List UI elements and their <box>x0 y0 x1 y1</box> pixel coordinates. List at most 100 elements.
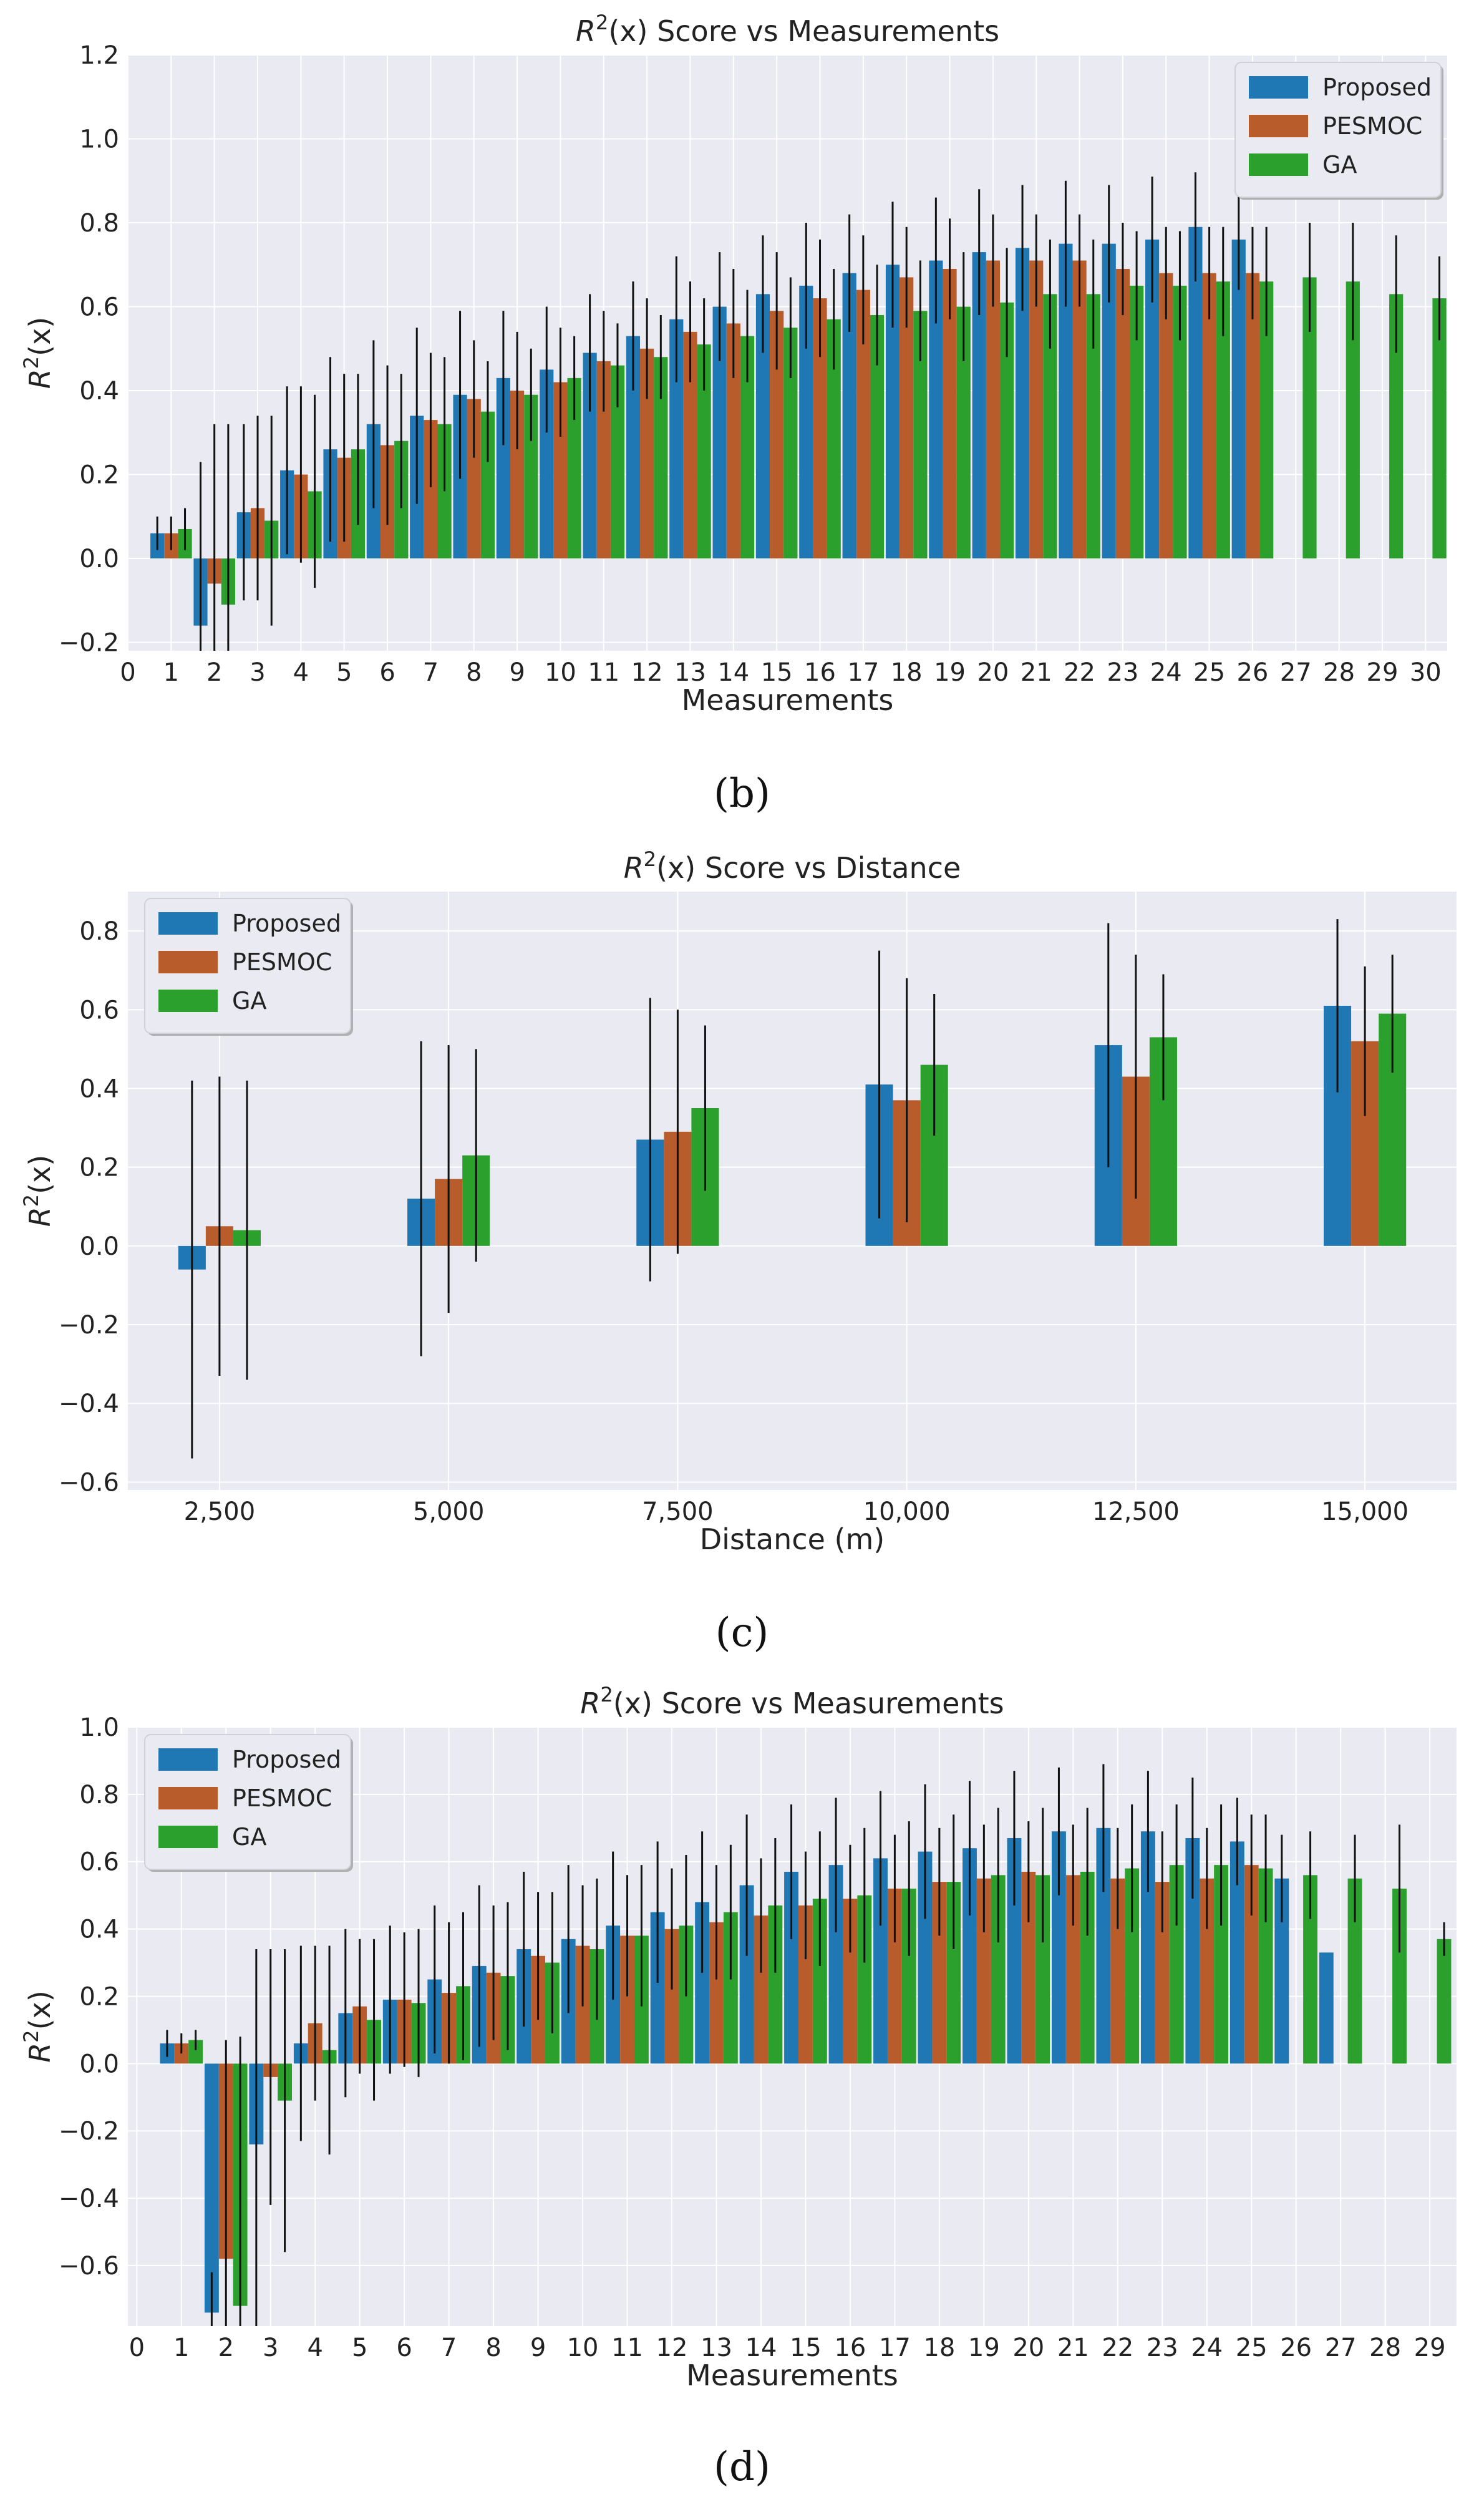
x-tick-label: 10 <box>545 658 576 687</box>
bar-pesmoc-25 <box>1202 273 1216 559</box>
bar-ga-28 <box>1346 281 1360 559</box>
bar-ga-10 <box>567 377 581 559</box>
x-tick-label: 18 <box>891 658 923 687</box>
bar-proposed-15 <box>755 294 770 559</box>
bar-proposed-25 <box>1188 226 1203 559</box>
bar-proposed-21 <box>1015 248 1030 559</box>
bar-proposed-12 <box>626 336 641 559</box>
bar-ga-21 <box>1080 1871 1095 2064</box>
bar-proposed-16 <box>828 1865 843 2064</box>
x-tick-label: 5 <box>336 658 352 687</box>
bar-pesmoc-14 <box>754 1916 769 2064</box>
x-tick-label: 4 <box>307 2334 323 2362</box>
bar-proposed-2 <box>204 2063 219 2313</box>
bar-ga-24 <box>1214 1865 1229 2064</box>
x-tick-label: 13 <box>674 658 706 687</box>
bar-pesmoc-15 <box>798 1905 813 2064</box>
chart-panel-b: −0.2 0.0 0.2 0.4 0.6 0.8 1.0 1.2 0 1 2 3 4 5 6 7 8 9 10 11 1… <box>0 0 1484 836</box>
x-tick-label: 25 <box>1236 2334 1268 2362</box>
bar-proposed-23 <box>1102 243 1116 559</box>
bar-pesmoc-19 <box>943 268 957 559</box>
bar-proposed-10 <box>540 369 554 559</box>
legend: Proposed PESMOC GA <box>1234 62 1443 200</box>
x-tick-label: 3 <box>250 658 265 687</box>
legend-label-pesmoc: PESMOC <box>232 1784 332 1812</box>
legend-swatch-ga <box>158 1826 218 1848</box>
bar-proposed-22 <box>1059 243 1073 559</box>
bar-proposed-9 <box>496 377 511 559</box>
bar-proposed-19 <box>929 260 943 559</box>
caption-d: (d) <box>714 2444 770 2490</box>
bar-proposed-14 <box>739 1885 754 2064</box>
bar-ga-15 <box>783 328 798 559</box>
x-tick-label: 16 <box>834 2334 866 2362</box>
bar-ga-8 <box>480 411 495 559</box>
bar-proposed-11 <box>583 353 597 559</box>
x-tick-label: 11 <box>611 2334 643 2362</box>
x-tick-label: 20 <box>1012 2334 1044 2362</box>
bar-proposed-12 <box>650 1912 665 2064</box>
chart-b: −0.20.00.20.40.60.81.01.20 1 2 3 4 5 6 7 8 9 10 11 1… <box>19 11 1447 717</box>
legend-label-ga: GA <box>232 987 266 1015</box>
bar-proposed-26 <box>1274 1878 1289 2064</box>
bar-ga-16 <box>827 319 841 559</box>
bar-ga-18 <box>946 1882 961 2064</box>
bar-pesmoc-13 <box>683 331 697 559</box>
y-tick-label: 0.6 <box>79 1848 119 1877</box>
legend-label-proposed: Proposed <box>232 910 341 937</box>
x-tick-label: 21 <box>1021 658 1052 687</box>
y-tick-label: −0.4 <box>59 1390 119 1418</box>
x-tick-label: 20 <box>977 658 1009 687</box>
x-tick-label: 19 <box>934 658 966 687</box>
bar-ga-29 <box>1389 294 1404 559</box>
bar-proposed-17 <box>842 273 856 559</box>
bar-proposed-15 <box>784 1871 799 2064</box>
x-tick-label: 17 <box>879 2334 911 2362</box>
y-tick-label: 0.4 <box>79 1074 119 1103</box>
bar-proposed-27 <box>1319 1952 1334 2064</box>
x-tick-label: 27 <box>1280 658 1312 687</box>
x-tick-label: 17 <box>847 658 879 687</box>
chart-panel-d: −0.6 −0.4 −0.2 0.0 0.2 0.4 0.6 0.8 1.0 0 1 2 3 4 5 6 7 8 9… <box>0 1675 1484 2512</box>
x-tick-label: 22 <box>1064 658 1095 687</box>
bar-pesmoc-20 <box>1021 1871 1036 2064</box>
legend-swatch-proposed <box>158 1748 218 1771</box>
x-axis-label: Measurements <box>682 683 894 717</box>
y-tick-label: −0.4 <box>59 2184 119 2213</box>
bar-pesmoc-22 <box>1072 260 1087 559</box>
bar-pesmoc-12 <box>640 348 654 559</box>
legend-label-ga: GA <box>1322 151 1357 178</box>
bar-ga-24 <box>1173 285 1187 559</box>
caption-c: (c) <box>715 1610 769 1656</box>
bar-ga-20 <box>999 302 1014 559</box>
x-tick-label: 29 <box>1414 2334 1446 2362</box>
y-axis-label: R2(x) <box>19 1155 57 1227</box>
y-tick-label: −0.6 <box>59 2252 119 2281</box>
bar-proposed-13 <box>669 319 684 559</box>
y-tick-label: 0.2 <box>79 1982 119 2011</box>
bar-ga-22 <box>1125 1868 1140 2064</box>
bar-ga-25 <box>1216 281 1230 559</box>
legend-swatch-ga <box>158 990 218 1012</box>
bar-pesmoc-9 <box>510 391 525 559</box>
x-axis-label: Distance (m) <box>700 1522 885 1556</box>
bar-proposed-17 <box>873 1858 888 2064</box>
bar-pesmoc-20 <box>986 260 1000 559</box>
bar-ga-13 <box>723 1912 738 2064</box>
legend-swatch-pesmoc <box>158 951 218 973</box>
bar-pesmoc-21 <box>1029 260 1044 559</box>
bar-ga-25 <box>1258 1868 1273 2064</box>
x-tick-label: 13 <box>701 2334 732 2362</box>
y-tick-label: −0.6 <box>59 1468 119 1497</box>
bar-ga-28 <box>1392 1888 1407 2064</box>
bar-pesmoc-12 <box>664 1929 679 2064</box>
bar-ga-17 <box>901 1888 916 2064</box>
x-tick-label: 19 <box>968 2334 1000 2362</box>
bar-proposed-23 <box>1140 1831 1155 2064</box>
y-tick-label: −0.2 <box>59 629 119 658</box>
x-tick-label: 10 <box>567 2334 599 2362</box>
x-tick-label: 9 <box>509 658 525 687</box>
x-tick-label: 25 <box>1193 658 1225 687</box>
y-tick-label: 0.0 <box>79 2050 119 2078</box>
x-tick-label: 0 <box>129 2334 145 2362</box>
